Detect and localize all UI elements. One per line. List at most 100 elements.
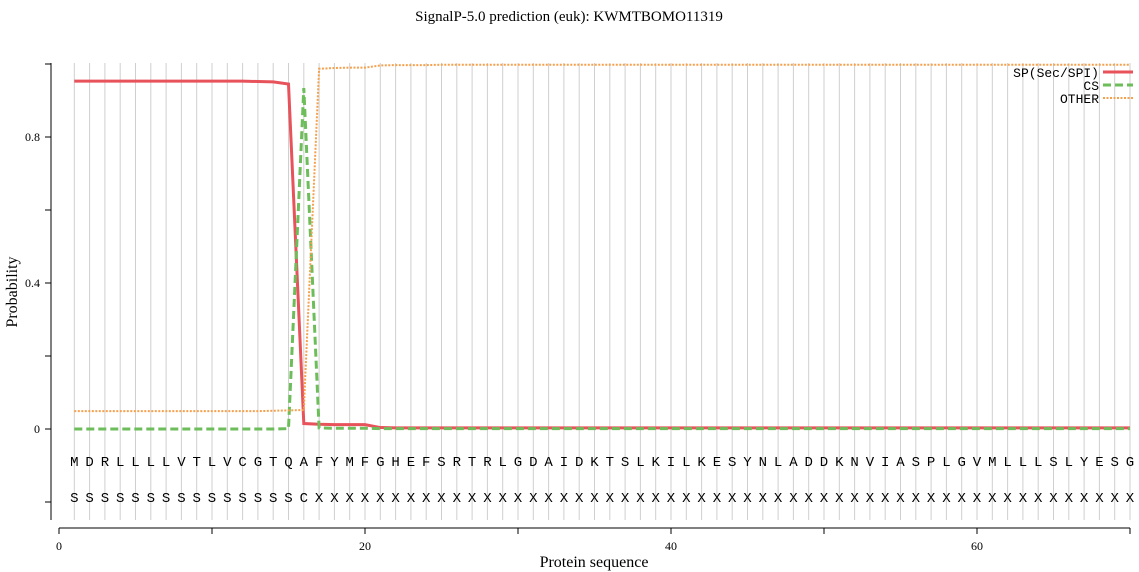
series-line-sp-sec-spi- <box>74 79 1130 430</box>
sequence-residue: D <box>529 455 537 471</box>
sequence-residue: V <box>223 455 232 471</box>
residue-label: X <box>529 491 538 507</box>
sequence-residue: Y <box>743 455 752 471</box>
residue-label: X <box>728 491 737 507</box>
sequence-residue: M <box>988 455 996 471</box>
sequence-residue: K <box>697 455 706 471</box>
residue-label: X <box>1019 491 1028 507</box>
sequence-residue: V <box>866 455 875 471</box>
sequence-residue: F <box>361 455 369 471</box>
sequence-residue: L <box>116 455 124 471</box>
sequence-residue: R <box>483 455 492 471</box>
sequence-residue: R <box>101 455 110 471</box>
residue-label: X <box>1095 491 1104 507</box>
residue-label: X <box>437 491 446 507</box>
residue-label: X <box>315 491 324 507</box>
residue-label: X <box>560 491 569 507</box>
sequence-residue: L <box>1065 455 1073 471</box>
sequence-residue: Q <box>284 455 292 471</box>
residue-label: X <box>422 491 431 507</box>
residue-label: X <box>498 491 507 507</box>
series-line-cs <box>74 88 1130 431</box>
residue-label: X <box>590 491 599 507</box>
sequence-residue: L <box>131 455 139 471</box>
residue-label: X <box>667 491 676 507</box>
residue-label: S <box>254 491 262 507</box>
sequence-residue: A <box>789 455 798 471</box>
legend-label: SP(Sec/SPI) <box>1013 66 1099 81</box>
sequence-residue: S <box>1110 455 1118 471</box>
residue-label: S <box>238 491 246 507</box>
sequence-residue: A <box>544 455 553 471</box>
residue-label: X <box>1034 491 1043 507</box>
residue-label: X <box>1126 491 1135 507</box>
residue-label: S <box>85 491 93 507</box>
x-tick-label: 60 <box>971 539 983 553</box>
residue-label: X <box>743 491 752 507</box>
sequence-residue: L <box>147 455 155 471</box>
sequence-residue: L <box>682 455 690 471</box>
sequence-residue: D <box>804 455 812 471</box>
legend-label: OTHER <box>1060 92 1099 107</box>
residue-label: X <box>804 491 813 507</box>
sequence-residue: L <box>1003 455 1011 471</box>
residue-label: S <box>208 491 216 507</box>
residue-label: X <box>988 491 997 507</box>
sequence-residue: G <box>1126 455 1134 471</box>
residue-label: X <box>682 491 691 507</box>
residue-label: S <box>116 491 124 507</box>
residue-label: X <box>881 491 890 507</box>
y-ticks: 0 0.4 0.8 <box>25 63 51 503</box>
sequence-residue: S <box>912 455 920 471</box>
residue-label: X <box>1065 491 1074 507</box>
series-lines <box>74 63 1130 431</box>
residue-label: X <box>713 491 722 507</box>
sequence-residue: D <box>575 455 583 471</box>
sequence-residue: L <box>1019 455 1027 471</box>
sequence-residue: Y <box>330 455 339 471</box>
sequence-residue: I <box>881 455 889 471</box>
residue-label: X <box>820 491 829 507</box>
residue-label: S <box>177 491 185 507</box>
residue-label: X <box>391 491 400 507</box>
sequence-residue: L <box>774 455 782 471</box>
sequence-residue: S <box>437 455 445 471</box>
residue-label: X <box>697 491 706 507</box>
sequence-residue: D <box>85 455 93 471</box>
sequence-residue: F <box>315 455 323 471</box>
x-tick-label: 0 <box>56 539 62 553</box>
y-axis-label: Probability <box>4 256 21 327</box>
sequence-residue: E <box>407 455 415 471</box>
sequence-residue: H <box>391 455 399 471</box>
residue-label: X <box>835 491 844 507</box>
x-ticks: 0 20 40 60 <box>56 528 1131 553</box>
residue-label: X <box>575 491 584 507</box>
sequence-residue: T <box>192 455 200 471</box>
residue-label: X <box>942 491 951 507</box>
residue-label: X <box>544 491 553 507</box>
residue-label: X <box>866 491 875 507</box>
sequence-residue: D <box>820 455 828 471</box>
residue-label: X <box>453 491 462 507</box>
residue-label: X <box>361 491 370 507</box>
residue-label: X <box>957 491 966 507</box>
y-tick-label: 0.4 <box>25 276 40 290</box>
residue-label: S <box>223 491 231 507</box>
residue-label: X <box>912 491 921 507</box>
chart-title: SignalP-5.0 prediction (euk): KWMTBOMO11… <box>415 9 723 25</box>
sequence-residue: F <box>422 455 430 471</box>
residue-label: X <box>468 491 477 507</box>
residue-label: X <box>621 491 630 507</box>
residue-label: C <box>300 491 308 507</box>
sequence-residue: I <box>667 455 675 471</box>
residue-label: X <box>1080 491 1089 507</box>
residue-label: S <box>147 491 155 507</box>
y-tick-label: 0.8 <box>25 130 40 144</box>
residue-label: S <box>192 491 200 507</box>
residue-label: X <box>973 491 982 507</box>
sequence-residue: M <box>70 455 78 471</box>
sequence-residue: T <box>269 455 277 471</box>
sequence-residue: Y <box>1080 455 1089 471</box>
residue-label: X <box>1049 491 1058 507</box>
residue-label: S <box>162 491 170 507</box>
